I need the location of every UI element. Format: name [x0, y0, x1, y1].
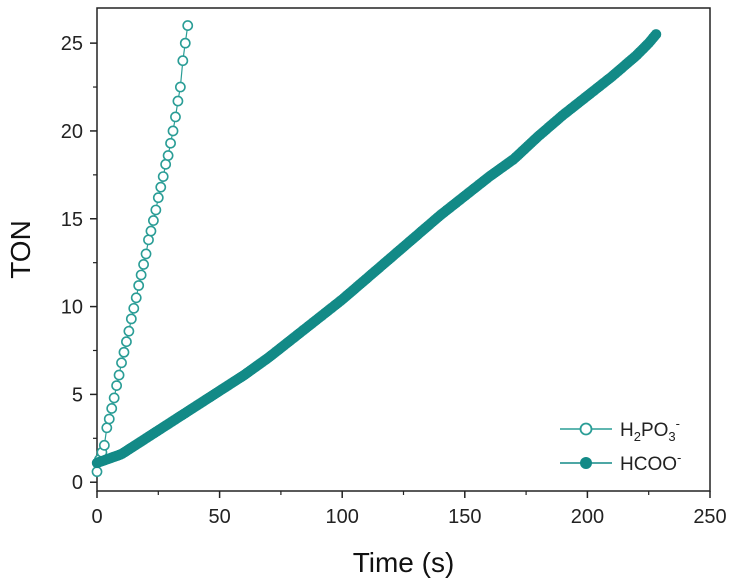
data-point — [152, 192, 164, 204]
x-tick-label: 0 — [91, 506, 102, 528]
legend-label: HCOO- — [620, 450, 681, 475]
y-axis-title: TON — [5, 220, 36, 279]
data-point — [138, 259, 149, 270]
data-point — [177, 55, 189, 67]
data-point — [157, 171, 169, 183]
tick-labels: 0 50 100 150 200 250 0 5 10 15 20 25 — [61, 33, 727, 528]
x-tick-label: 100 — [326, 506, 359, 528]
x-tick-label: 200 — [571, 506, 604, 528]
data-point — [123, 325, 135, 337]
data-point — [174, 81, 186, 93]
data-point — [91, 466, 103, 478]
data-point — [135, 269, 147, 281]
y-tick-label: 10 — [61, 297, 83, 319]
data-point — [167, 125, 179, 137]
data-point — [125, 313, 137, 325]
data-point — [111, 380, 123, 392]
series-h2po3 — [91, 20, 194, 478]
data-point — [172, 95, 184, 107]
y-tick-label: 0 — [72, 472, 83, 494]
data-point — [147, 215, 159, 226]
legend: H2PO3- HCOO- — [560, 416, 681, 475]
data-point — [121, 336, 132, 348]
legend-item: H2PO3- — [560, 416, 680, 444]
y-tick-label: 15 — [61, 209, 83, 231]
x-tick-label: 250 — [693, 506, 726, 528]
data-point — [650, 29, 662, 40]
legend-marker-open — [579, 422, 593, 436]
x-tick-label: 50 — [208, 506, 230, 528]
data-point — [128, 302, 140, 314]
data-point — [98, 439, 110, 451]
series-layer — [91, 20, 662, 478]
legend-item: HCOO- — [560, 450, 681, 475]
y-tick-label: 20 — [61, 121, 83, 143]
data-point — [170, 111, 181, 123]
data-point — [143, 234, 154, 246]
data-point — [155, 181, 167, 193]
series-hcoo — [91, 29, 662, 469]
axis-ticks — [90, 42, 711, 498]
data-point — [145, 225, 157, 237]
data-point — [162, 150, 174, 161]
data-point — [101, 422, 113, 434]
x-axis-title: Time (s) — [353, 547, 455, 578]
data-point — [160, 158, 172, 170]
data-point — [130, 292, 142, 304]
legend-label: H2PO3- — [620, 416, 680, 444]
data-point — [118, 346, 130, 358]
data-point — [140, 248, 152, 260]
data-point — [182, 20, 194, 31]
data-point — [108, 392, 120, 404]
data-point — [106, 403, 118, 414]
data-point — [179, 37, 191, 49]
y-tick-label: 5 — [72, 384, 83, 406]
data-point — [103, 413, 115, 425]
data-point — [150, 204, 162, 216]
data-point — [116, 357, 127, 369]
data-point — [165, 137, 176, 149]
y-tick-label: 25 — [61, 33, 83, 55]
legend-marker-filled — [580, 457, 592, 469]
data-point — [133, 280, 145, 291]
data-point — [113, 369, 125, 381]
x-tick-label: 150 — [448, 506, 481, 528]
